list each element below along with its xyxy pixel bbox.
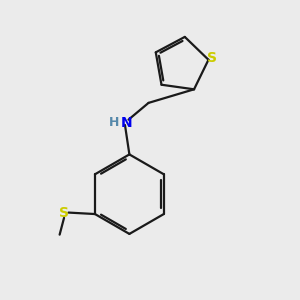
Text: H: H [109, 116, 119, 129]
Text: S: S [59, 206, 69, 220]
Text: S: S [207, 51, 217, 65]
Text: N: N [121, 116, 132, 130]
